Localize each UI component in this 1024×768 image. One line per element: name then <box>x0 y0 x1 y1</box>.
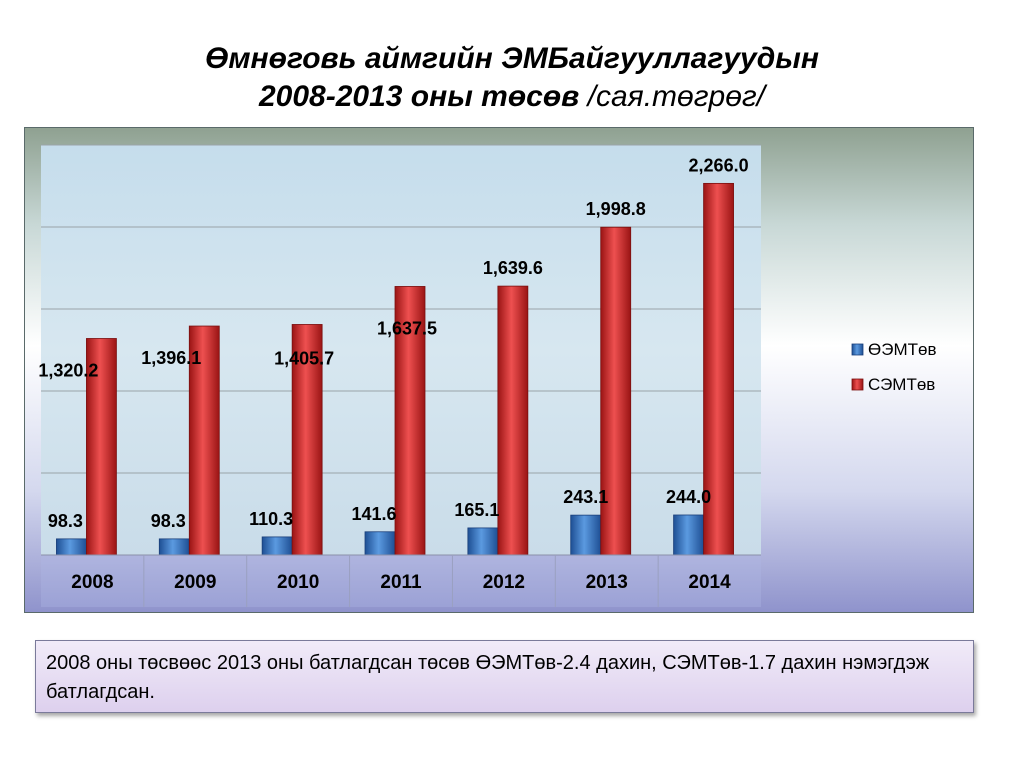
title-line-2: 2008-2013 оны төсөв /сая.төгрөг/ <box>0 78 1024 116</box>
bar-semtov-2008 <box>86 338 117 556</box>
data-label-oemtov-2012: 165.1 <box>454 500 499 520</box>
x-tick-label-2011: 2011 <box>380 572 422 593</box>
x-tick-label-2008: 2008 <box>71 572 113 593</box>
bar-oemtov-2013 <box>570 514 602 556</box>
x-tick-label-2014: 2014 <box>688 572 731 593</box>
summary-note: 2008 оны төсвөөс 2013 оны батлагдсан төс… <box>35 640 974 713</box>
bar-oemtov-2010 <box>261 536 293 556</box>
data-label-semtov-2008: 1,320.2 <box>38 360 98 380</box>
bar-semtov-2014 <box>703 182 734 556</box>
legend-swatch-oemtov <box>851 343 864 356</box>
data-label-oemtov-2014: 244.0 <box>666 487 711 507</box>
data-label-semtov-2011: 1,637.5 <box>377 318 437 338</box>
data-label-semtov-2010: 1,405.7 <box>274 348 334 368</box>
bar-oemtov-2012 <box>467 527 499 556</box>
legend-label-semtov: СЭМТөв <box>868 375 935 394</box>
bar-semtov-2010 <box>291 324 323 556</box>
title-unit: /сая.төгрөг/ <box>587 80 766 113</box>
bar-oemtov-2008 <box>56 538 87 556</box>
bar-semtov-2012 <box>497 285 529 556</box>
legend-label-oemtov: ӨЭМТөв <box>868 340 936 359</box>
bar-oemtov-2009 <box>158 538 190 556</box>
legend-swatch-semtov <box>851 378 864 391</box>
data-label-semtov-2012: 1,639.6 <box>483 258 543 278</box>
x-axis-band <box>41 555 761 607</box>
x-tick-label-2012: 2012 <box>483 572 525 593</box>
bar-oemtov-2014 <box>673 514 704 556</box>
bar-oemtov-2011 <box>364 531 396 556</box>
bar-semtov-2009 <box>188 325 220 556</box>
data-label-oemtov-2009: 98.3 <box>151 511 186 531</box>
x-tick-label-2013: 2013 <box>586 572 628 593</box>
title-line-1: Өмнөговь аймгийн ЭМБайгууллагуудын <box>204 42 819 75</box>
data-label-oemtov-2011: 141.6 <box>351 504 396 524</box>
chart-title: Өмнөговь аймгийн ЭМБайгууллагуудын 2008-… <box>0 40 1024 116</box>
data-label-semtov-2014: 2,266.0 <box>689 155 749 175</box>
data-label-oemtov-2008: 98.3 <box>48 511 83 531</box>
x-tick-label-2010: 2010 <box>277 572 319 593</box>
data-label-oemtov-2010: 110.3 <box>249 509 293 529</box>
bar-semtov-2013 <box>600 226 632 556</box>
data-label-semtov-2009: 1,396.1 <box>141 348 201 368</box>
data-label-semtov-2013: 1,998.8 <box>586 199 646 219</box>
x-tick-label-2009: 2009 <box>174 572 216 593</box>
title-line-2-main: 2008-2013 оны төсөв <box>258 80 580 113</box>
data-label-oemtov-2013: 243.1 <box>563 487 608 507</box>
